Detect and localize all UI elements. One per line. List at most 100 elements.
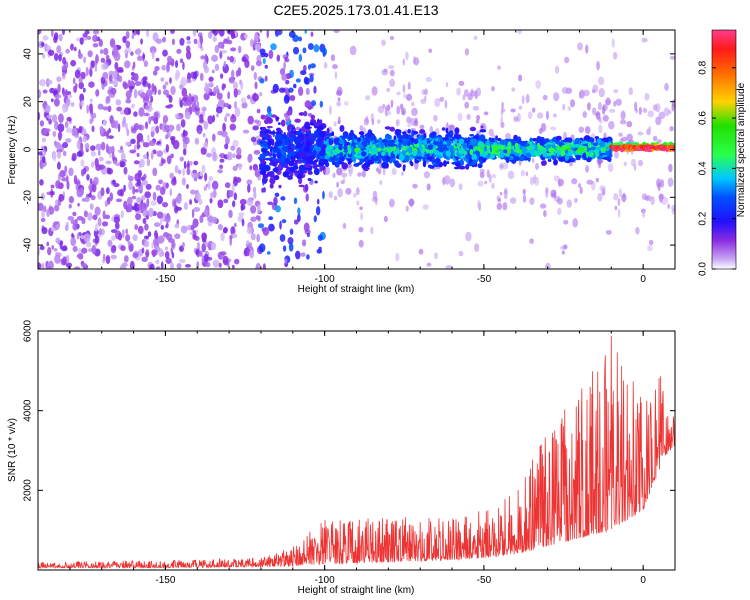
spectrogram-cell	[342, 131, 349, 138]
spectrogram-cell	[88, 81, 95, 88]
spectrogram-cell	[105, 160, 112, 165]
spectrogram-cell	[203, 253, 209, 262]
spectrogram-cell	[70, 219, 76, 225]
spectrogram-cell	[56, 45, 62, 54]
spectrogram-cell	[240, 97, 247, 104]
spectrogram-cell	[296, 173, 304, 180]
spectrogram-cell	[584, 135, 591, 140]
spectrogram-cell	[618, 132, 623, 137]
spectrogram-cell	[270, 43, 277, 51]
spectrogram-cell	[572, 218, 579, 228]
spectrogram-cell	[217, 169, 223, 174]
spectrogram-cell	[225, 136, 230, 145]
spectrogram-cell	[137, 178, 141, 187]
spectrogram-cell	[447, 138, 451, 146]
spectrogram-cell	[41, 137, 47, 143]
spectrogram-cell	[53, 98, 60, 107]
spectrogram-cell	[150, 126, 157, 132]
spectrogram-cell	[579, 186, 583, 195]
spectrogram-cell	[146, 158, 151, 167]
spectrogram-cell	[151, 50, 155, 60]
spectrogram-cell	[238, 163, 242, 171]
spectrogram-cell	[123, 107, 131, 116]
spectrogram-cell	[413, 143, 420, 148]
spectrogram-cell	[574, 197, 578, 203]
spectrogram-cell	[548, 152, 555, 156]
spectrogram-xtick-label: -50	[477, 274, 492, 285]
spectrogram-cell	[246, 198, 254, 206]
spectrogram-cell	[428, 156, 433, 161]
spectrogram-cell	[83, 210, 88, 218]
spectrogram-cell	[193, 94, 199, 103]
spectrogram-cell	[388, 139, 396, 144]
spectrogram-cell	[411, 107, 418, 117]
spectrogram-cell	[599, 119, 603, 124]
spectrogram-cell	[433, 114, 438, 122]
spectrogram-cell	[81, 247, 88, 254]
spectrogram-cell	[73, 46, 77, 52]
spectrogram-cell	[324, 166, 331, 176]
spectrogram-cell	[123, 200, 128, 210]
spectrogram-cell	[232, 153, 236, 159]
spectrogram-cell	[359, 158, 365, 164]
spectrogram-cell	[320, 159, 324, 163]
spectrogram-cell	[133, 111, 138, 117]
spectrogram-cell	[341, 162, 348, 170]
spectrogram-cell	[501, 101, 504, 109]
spectrogram-ytick-label: 20	[23, 96, 34, 108]
spectrogram-cell	[102, 253, 106, 262]
spectrogram-cell	[516, 147, 520, 153]
spectrogram-cell	[426, 262, 432, 267]
figure-title: C2E5.2025.173.01.41.E13	[273, 2, 438, 18]
spectrogram-cell	[578, 183, 582, 189]
spectrogram-cell	[545, 110, 549, 121]
spectrogram-cell	[196, 241, 201, 251]
spectrogram-cell	[248, 243, 252, 249]
spectrogram-cell	[531, 149, 535, 154]
spectrogram-cell	[328, 139, 334, 146]
spectrogram-cell	[86, 104, 90, 114]
spectrogram-cell	[529, 238, 534, 244]
spectrogram-cell	[115, 99, 122, 106]
spectrogram-cell	[89, 203, 94, 210]
spectrogram-cell	[398, 153, 405, 162]
spectrogram-cell	[276, 30, 281, 35]
spectrogram-cell	[275, 141, 282, 146]
spectrogram-cell	[51, 30, 54, 38]
spectrogram-cell	[479, 160, 483, 165]
spectrogram-cell	[246, 227, 253, 235]
spectrogram-cell	[134, 224, 139, 231]
spectrogram-cell	[122, 81, 127, 88]
spectrogram-cell	[278, 87, 286, 93]
spectrogram-cell	[420, 98, 427, 104]
spectrogram-cell	[76, 151, 83, 157]
spectrogram-cell	[131, 34, 135, 40]
spectrogram-cell	[553, 92, 560, 102]
spectrogram-cell	[79, 187, 85, 196]
spectrogram-cell	[269, 177, 276, 185]
spectrogram-cell	[609, 108, 616, 113]
spectrogram-cell	[496, 195, 501, 201]
spectrogram-cell	[161, 64, 166, 71]
spectrogram-cell	[339, 124, 345, 132]
spectrogram-cell	[553, 159, 558, 166]
spectrogram-cell	[107, 168, 114, 175]
spectrogram-cell	[305, 193, 309, 202]
spectrogram-cell	[420, 134, 424, 142]
spectrogram-cell	[271, 138, 275, 147]
spectrogram-cell	[648, 239, 654, 246]
spectrogram-cell	[162, 115, 169, 123]
colorbar-label: Normalized spectral amplitude	[736, 82, 747, 217]
spectrogram-cell	[145, 249, 150, 258]
spectrogram-cell	[55, 180, 61, 189]
spectrogram-cell	[209, 92, 213, 96]
spectrogram-cell	[588, 150, 592, 154]
spectrogram-cell	[486, 139, 490, 146]
spectrogram-cell	[89, 108, 94, 115]
spectrogram-cell	[249, 165, 253, 171]
spectrogram-cell	[628, 87, 633, 96]
spectrogram-cell	[275, 133, 281, 140]
spectrogram-cell	[598, 124, 603, 134]
spectrogram-cell	[71, 127, 78, 137]
